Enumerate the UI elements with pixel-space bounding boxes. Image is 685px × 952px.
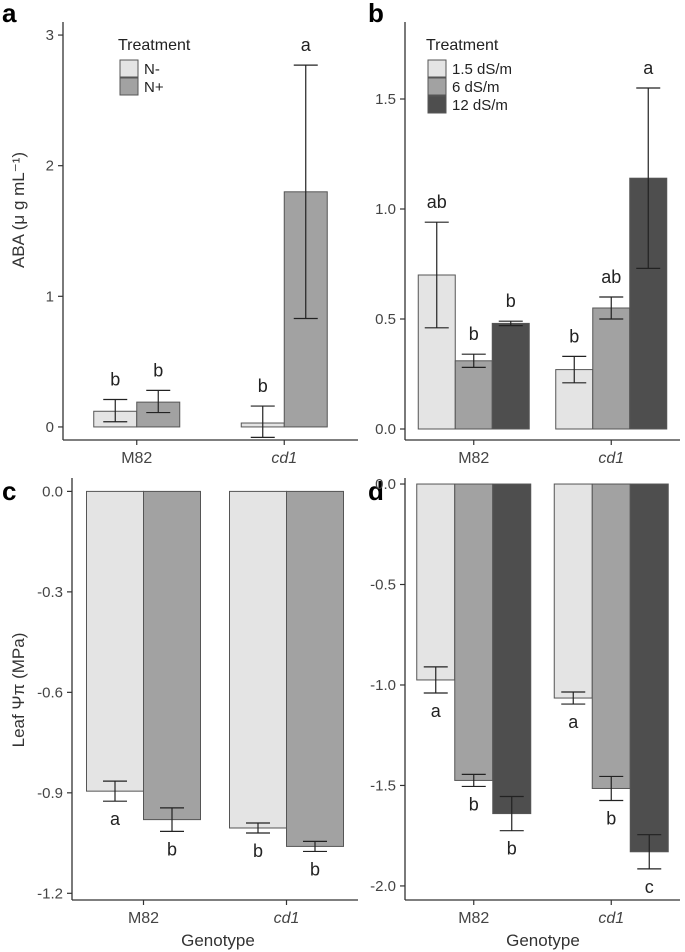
legend-label: 1.5 dS/m [452,61,512,78]
legend-swatch [119,59,139,78]
bar [629,483,669,853]
panel-a: a 0 1 2 3 M82 b b cd1 b a Treatment N-N+ [2,0,358,467]
significance-letter: b [310,859,320,879]
bar [286,490,344,847]
x-tick-label: M82 [458,450,489,467]
bar [416,483,456,681]
x-tick-label: cd1 [271,450,297,467]
x-tick-label: M82 [458,910,489,927]
significance-letter: b [253,841,263,861]
y-axis-title-top: ABA (μ g mL⁻¹) [9,152,28,268]
significance-letter: ab [601,267,621,287]
legend-label: N+ [144,79,164,96]
x-tick-label: M82 [128,910,159,927]
x-tick-label: cd1 [274,910,300,927]
bar [454,360,493,430]
y-tick-label: -2.0 [370,878,396,895]
significance-letter: b [507,839,517,859]
panel-label-d: d [368,476,384,506]
y-tick-label: 1.0 [375,201,396,218]
panel-label-c: c [2,476,16,506]
legend-label: 12 dS/m [452,97,508,114]
bar [491,322,530,430]
legend-swatch [427,77,447,96]
significance-letter: b [569,326,579,346]
panel-label-a: a [2,0,17,28]
significance-letter: a [643,58,654,78]
significance-letter: b [110,370,120,390]
bar [143,490,201,821]
significance-letter: a [301,35,312,55]
panel-d: d0.0 -0.5 -1.0 -1.5 -2.0 M82 a b b cd1 a b c [368,476,680,927]
y-tick-label: 0.0 [42,483,63,500]
bar [454,483,494,781]
x-tick-label: cd1 [598,910,624,927]
y-tick-label: -0.6 [37,684,63,701]
y-tick-label: -1.2 [37,885,63,902]
significance-letter: b [606,809,616,829]
y-tick-label: 1.5 [375,91,396,108]
legend-label: N- [144,61,160,78]
significance-letter: a [568,712,579,732]
bar [86,490,144,792]
y-tick-label: -0.9 [37,785,63,802]
significance-letter: a [431,701,442,721]
y-tick-label: 0 [46,419,54,436]
bar [592,307,631,430]
bar [591,483,631,789]
y-tick-label: 1 [46,288,54,305]
significance-letter: b [167,839,177,859]
y-axis-title-bottom: Leaf Ψπ (MPa) [9,633,28,748]
legend-swatch [427,59,447,78]
y-tick-label: -0.3 [37,584,63,601]
legend-swatch [119,77,139,96]
bar [136,401,181,428]
x-tick-label: M82 [121,450,152,467]
bar [553,483,593,699]
y-tick-label: 2 [46,158,54,175]
y-tick-label: 0.0 [375,421,396,438]
bar [229,490,287,829]
y-tick-label: -1.0 [370,677,396,694]
significance-letter: b [469,324,479,344]
significance-letter: ab [427,192,447,212]
legend-label: 6 dS/m [452,79,500,96]
significance-letter: b [153,360,163,380]
x-axis-title-left: Genotype [181,931,255,950]
y-tick-label: -1.5 [370,777,396,794]
significance-letter: c [645,877,654,897]
panel-b: b 0.0 0.5 1.0 1.5 M82 ab b b cd1 b ab a Treatment 1.5 … [368,0,680,467]
y-tick-label: 0.0 [375,476,396,493]
legend: Treatment N-N+ [118,37,191,96]
x-tick-label: cd1 [598,450,624,467]
panel-c: c 0.0 -0.3 -0.6 -0.9 -1.2 M82 a b cd1 b b [2,476,358,927]
bar [492,483,532,815]
panel-label-b: b [368,0,384,28]
significance-letter: b [469,794,479,814]
significance-letter: b [258,376,268,396]
y-tick-label: 0.5 [375,311,396,328]
legend-title: Treatment [118,37,191,54]
legend-swatch [427,95,447,114]
significance-letter: b [506,291,516,311]
legend-title: Treatment [426,37,499,54]
significance-letter: a [110,809,121,829]
y-tick-label: -0.5 [370,577,396,594]
y-tick-label: 3 [46,27,54,44]
x-axis-title-right: Genotype [506,931,580,950]
legend: Treatment 1.5 dS/m6 dS/m12 dS/m [426,37,512,114]
